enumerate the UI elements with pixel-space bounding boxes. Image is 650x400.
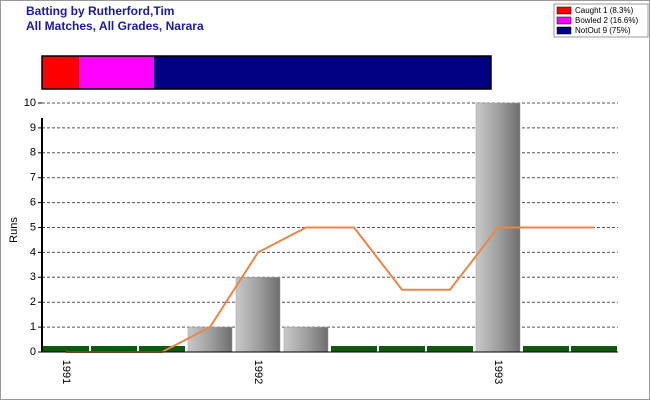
- legend-swatch: [556, 16, 572, 25]
- legend-swatch: [556, 6, 572, 15]
- x-tick-label: 1992: [252, 360, 264, 384]
- stack-segment: [42, 56, 80, 89]
- y-tick-label: 8: [30, 147, 36, 159]
- y-tick-label: 1: [30, 321, 36, 333]
- bar: [43, 346, 89, 352]
- legend-label: Caught 1 (8.3%): [575, 6, 634, 15]
- bar: [331, 346, 377, 352]
- y-tick-label: 7: [30, 172, 36, 184]
- y-tick-label: 3: [30, 271, 36, 283]
- legend-swatch: [556, 26, 572, 35]
- chart-title: Batting by Rutherford,Tim: [26, 4, 174, 18]
- y-tick-label: 0: [30, 346, 36, 358]
- y-tick-label: 2: [30, 296, 36, 308]
- stack-segment: [153, 56, 492, 89]
- bar: [139, 346, 185, 352]
- legend-label: NotOut 9 (75%): [575, 26, 631, 35]
- bar: [187, 326, 233, 353]
- legend-label: Bowled 2 (16.6%): [575, 16, 638, 25]
- bar: [571, 346, 617, 352]
- chart-subtitle: All Matches, All Grades, Narara: [26, 19, 204, 33]
- y-tick-label: 9: [30, 122, 36, 134]
- bar: [379, 346, 425, 352]
- y-tick-label: 4: [30, 246, 36, 258]
- bar: [283, 326, 329, 353]
- y-axis-label: Runs: [8, 217, 20, 243]
- bar: [523, 346, 569, 352]
- y-tick-label: 6: [30, 197, 36, 209]
- stack-segment: [79, 56, 154, 89]
- x-tick-label: 1991: [60, 360, 72, 384]
- y-tick-label: 5: [30, 221, 36, 233]
- bar: [427, 346, 473, 352]
- stack-border: [41, 55, 492, 90]
- x-tick-label: 1993: [492, 360, 504, 384]
- bar: [235, 277, 281, 353]
- bar: [91, 346, 137, 352]
- y-tick-label: 10: [24, 97, 36, 109]
